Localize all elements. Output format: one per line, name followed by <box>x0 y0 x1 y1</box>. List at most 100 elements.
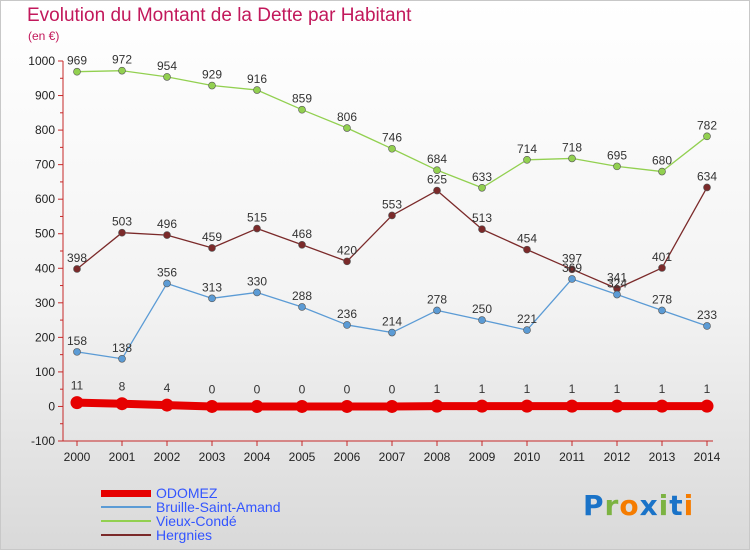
data-label: 680 <box>652 154 672 168</box>
data-point <box>388 144 396 153</box>
legend-label: Bruille-Saint-Amand <box>156 499 281 515</box>
data-point <box>253 86 261 94</box>
x-tick-label: 2006 <box>334 450 361 464</box>
data-point <box>658 167 666 176</box>
legend-swatch <box>101 506 151 508</box>
data-label: 972 <box>112 53 132 67</box>
legend-label: ODOMEZ <box>156 485 218 501</box>
x-tick-label: 2008 <box>424 450 451 464</box>
x-tick-label: 2003 <box>199 450 226 464</box>
data-label: 515 <box>247 211 267 225</box>
x-tick-label: 2014 <box>694 450 721 464</box>
data-label: 341 <box>607 271 627 285</box>
data-point <box>295 399 309 413</box>
data-point <box>118 354 126 363</box>
data-label: 496 <box>157 217 177 231</box>
data-label: 0 <box>389 382 396 396</box>
data-label: 250 <box>472 302 492 316</box>
data-point <box>208 244 216 252</box>
data-point <box>163 279 171 288</box>
data-point <box>703 132 711 141</box>
data-label: 684 <box>427 152 447 166</box>
data-label: 369 <box>562 261 582 275</box>
data-label: 221 <box>517 312 537 326</box>
data-label: 503 <box>112 215 132 229</box>
data-point <box>523 245 531 254</box>
data-point <box>73 265 81 273</box>
x-tick-label: 2009 <box>469 450 496 464</box>
data-point <box>118 66 126 75</box>
data-label: 0 <box>299 382 306 396</box>
data-label: 1 <box>614 382 621 396</box>
y-tick-label: 500 <box>35 227 55 241</box>
y-tick-label: 600 <box>35 192 55 206</box>
data-point <box>70 396 84 410</box>
data-label: 356 <box>157 265 177 279</box>
data-label: 313 <box>202 280 222 294</box>
data-point <box>658 306 666 315</box>
data-point <box>613 290 621 299</box>
data-label: 397 <box>562 251 582 265</box>
x-tick-label: 2004 <box>244 450 271 464</box>
data-label: 625 <box>427 173 447 187</box>
data-label: 324 <box>607 277 627 291</box>
x-tick-label: 2002 <box>154 450 181 464</box>
data-point <box>433 166 441 174</box>
data-label: 138 <box>112 341 132 355</box>
data-label: 0 <box>254 382 261 396</box>
data-point <box>523 156 531 164</box>
data-point <box>568 275 576 283</box>
data-label: 1 <box>569 382 576 396</box>
data-label: 859 <box>292 92 312 106</box>
data-label: 454 <box>517 232 537 246</box>
data-point <box>340 399 354 413</box>
data-point <box>163 231 171 239</box>
data-point <box>523 326 531 334</box>
data-label: 0 <box>344 382 351 396</box>
data-point <box>610 399 624 413</box>
y-tick-label: 400 <box>35 261 55 275</box>
x-tick-label: 2013 <box>649 450 676 464</box>
data-point <box>658 264 666 272</box>
data-point <box>700 399 714 413</box>
legend-label: Hergnies <box>156 527 213 543</box>
data-label: 1 <box>434 382 441 396</box>
proxiti-logo: Proxiti <box>583 489 695 522</box>
data-point <box>385 399 399 413</box>
y-tick-label: 800 <box>35 123 55 137</box>
data-point <box>655 399 669 413</box>
x-tick-label: 2010 <box>514 450 541 464</box>
y-tick-label: 900 <box>35 89 55 103</box>
data-point <box>433 306 441 315</box>
data-label: 278 <box>652 292 672 306</box>
data-label: 214 <box>382 315 402 329</box>
data-label: 288 <box>292 289 312 303</box>
data-point <box>478 316 486 324</box>
data-point <box>388 328 396 337</box>
data-label: 11 <box>71 379 84 393</box>
series-line <box>76 70 708 189</box>
data-label: 401 <box>652 250 672 264</box>
data-label: 236 <box>337 307 357 321</box>
data-label: 553 <box>382 197 402 211</box>
data-label: 746 <box>382 131 402 145</box>
data-point <box>703 183 711 192</box>
data-point <box>253 288 261 297</box>
x-tick-label: 2005 <box>289 450 316 464</box>
y-tick-label: 300 <box>35 296 55 310</box>
data-label: 1 <box>479 382 486 396</box>
data-point <box>160 398 174 412</box>
data-label: 278 <box>427 292 447 306</box>
data-label: 330 <box>247 274 267 288</box>
data-label: 806 <box>337 110 357 124</box>
data-point <box>298 105 306 114</box>
x-tick-label: 2011 <box>559 450 585 464</box>
data-label: 158 <box>67 334 87 348</box>
data-label: 718 <box>562 140 582 154</box>
data-label: 1 <box>524 382 531 396</box>
y-tick-label: 1000 <box>28 54 55 68</box>
y-tick-label: 100 <box>35 365 55 379</box>
data-label: 0 <box>209 382 216 396</box>
data-point <box>478 183 486 192</box>
